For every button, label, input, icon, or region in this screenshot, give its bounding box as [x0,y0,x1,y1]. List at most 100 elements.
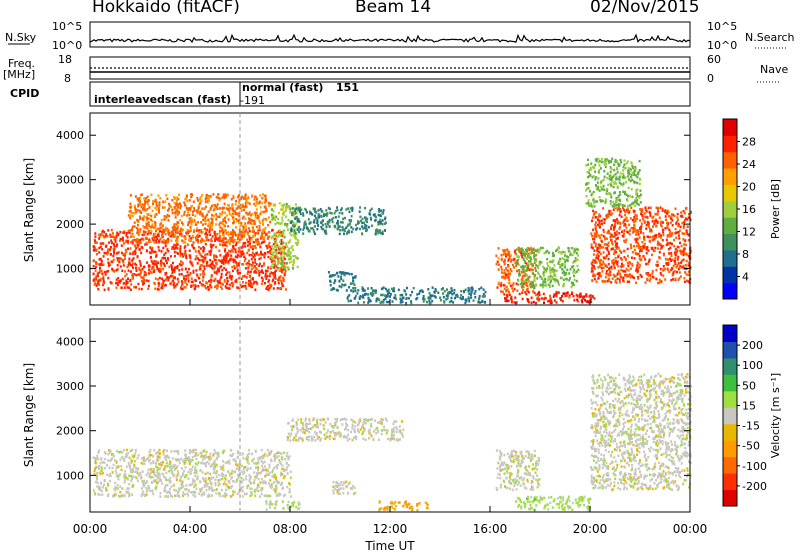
echo-cell [200,255,203,258]
echo-cell [199,212,202,215]
echo-cell [627,175,630,178]
echo-cell [591,234,594,238]
echo-cell [278,278,281,281]
echo-cell [531,249,533,253]
echo-cell [605,162,608,165]
echo-cell [194,466,197,469]
echo-cell [620,258,623,261]
echo-cell [657,281,659,285]
echo-cell [551,270,554,273]
echo-cell [340,272,343,276]
echo-cell [201,193,204,197]
echo-cell [535,249,538,253]
echo-cell [179,479,182,482]
echo-cell [92,259,95,263]
echo-cell [203,259,206,262]
echo-cell [210,224,213,228]
echo-cell [181,221,183,224]
echo-cell [199,281,201,284]
echo-cell [156,287,159,291]
echo-cell [247,227,250,230]
echo-cell [176,203,179,206]
echo-cell [294,217,297,220]
echo-cell [189,238,192,242]
echo-cell [170,239,173,242]
echo-cell [621,176,624,179]
echo-cell [629,274,632,278]
echo-cell [295,207,298,210]
echo-cell [184,286,187,289]
echo-cell [643,212,646,215]
echo-cell [139,202,142,205]
echo-cell [131,477,133,480]
echo-cell [624,176,627,179]
echo-cell [678,229,681,232]
echo-cell [152,492,155,496]
echo-cell [161,230,164,234]
echo-cell [674,248,677,251]
echo-cell [207,238,210,242]
echo-cell [165,229,168,232]
echo-cell [127,277,129,280]
echo-cell [227,204,229,207]
echo-cell [517,283,520,286]
echo-cell [211,260,214,263]
echo-cell [164,283,167,287]
echo-cell [324,230,327,234]
echo-cell [617,255,620,259]
echo-cell [567,249,570,253]
echo-cell [231,234,234,237]
echo-cell [284,257,286,261]
echo-cell [208,488,211,491]
echo-cell [647,272,650,275]
cpid-seg2-id: 151 [336,81,359,94]
echo-cell [135,210,138,214]
echo-cell [400,299,403,303]
echo-cell [231,250,234,253]
echo-cell [449,291,452,294]
echo-cell [629,168,632,171]
echo-cell [165,194,168,197]
echo-cell [592,198,595,202]
echo-cell [281,266,284,269]
echo-cell [184,449,187,452]
echo-cell [174,284,177,288]
echo-cell [206,193,208,197]
echo-cell [556,279,559,282]
echo-cell [426,300,428,304]
echo-cell [194,236,197,240]
echo-cell [288,261,291,264]
echo-cell [314,225,316,228]
echo-cell [359,227,361,231]
echo-cell [508,290,510,294]
echo-cell [217,196,220,200]
echo-cell [526,299,529,303]
echo-cell [175,228,178,231]
echo-cell [183,253,186,256]
echo-cell [510,258,513,262]
echo-cell [158,201,161,204]
echo-cell [189,228,192,231]
echo-cell [550,299,553,303]
echo-cell [593,200,596,204]
echo-cell [199,267,202,271]
echo-cell [134,208,137,211]
echo-cell [598,213,601,216]
echo-cell [607,273,610,276]
echo-cell [94,277,97,280]
echo-cell [667,258,669,261]
echo-cell [573,268,576,272]
echo-cell [471,288,474,292]
echo-cell [309,212,312,215]
echo-cell [132,266,134,269]
echo-cell [158,203,161,206]
echo-cell [139,217,142,220]
echo-cell [250,222,253,225]
echo-cell [635,196,638,200]
echo-cell [662,274,665,277]
echo-cell [607,252,610,255]
beam-title: Beam 14 [355,0,432,17]
echo-cell [157,194,160,197]
echo-cell [112,232,114,235]
echo-cell [615,182,618,185]
